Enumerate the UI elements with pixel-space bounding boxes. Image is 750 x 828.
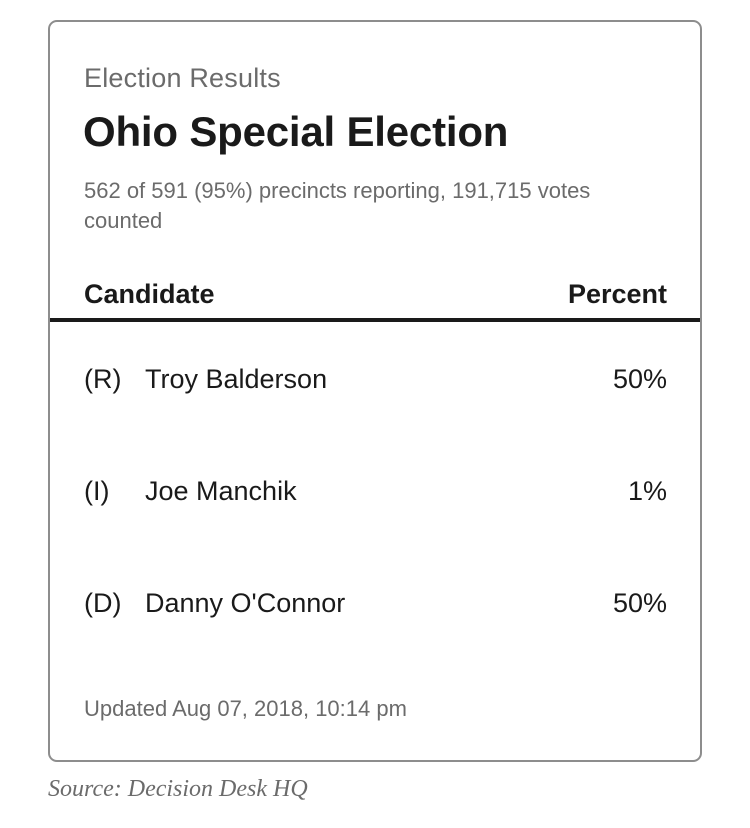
candidate-name: Troy Balderson: [145, 364, 328, 394]
page-title: Ohio Special Election: [83, 108, 509, 155]
header-divider: [50, 318, 700, 322]
candidate-name: Danny O'Connor: [145, 588, 346, 618]
updated-timestamp: Updated Aug 07, 2018, 10:14 pm: [84, 696, 407, 721]
card-kicker: Election Results: [84, 63, 281, 93]
table-row: (R) Troy Balderson 50%: [84, 359, 667, 399]
candidate-percent: 50%: [612, 364, 667, 394]
table-row: (D) Danny O'Connor 50%: [84, 583, 667, 623]
candidate-name: Joe Manchik: [145, 476, 297, 506]
candidate-party: (R): [84, 364, 122, 394]
precincts-reporting-text: 562 of 591 (95%) precincts reporting, 19…: [84, 178, 591, 233]
table-row: (I) Joe Manchik 1%: [84, 471, 667, 511]
column-header-percent: Percent: [567, 279, 667, 309]
source-credit: Source: Decision Desk HQ: [48, 776, 308, 802]
column-header-candidate: Candidate: [84, 279, 215, 309]
results-table-header: Candidate Percent: [84, 276, 667, 312]
candidate-party: (D): [84, 588, 122, 618]
candidate-percent: 50%: [612, 588, 667, 618]
election-results-card: Election Results Ohio Special Election 5…: [48, 20, 702, 762]
candidate-percent: 1%: [627, 476, 667, 506]
candidate-party: (I): [84, 476, 110, 506]
